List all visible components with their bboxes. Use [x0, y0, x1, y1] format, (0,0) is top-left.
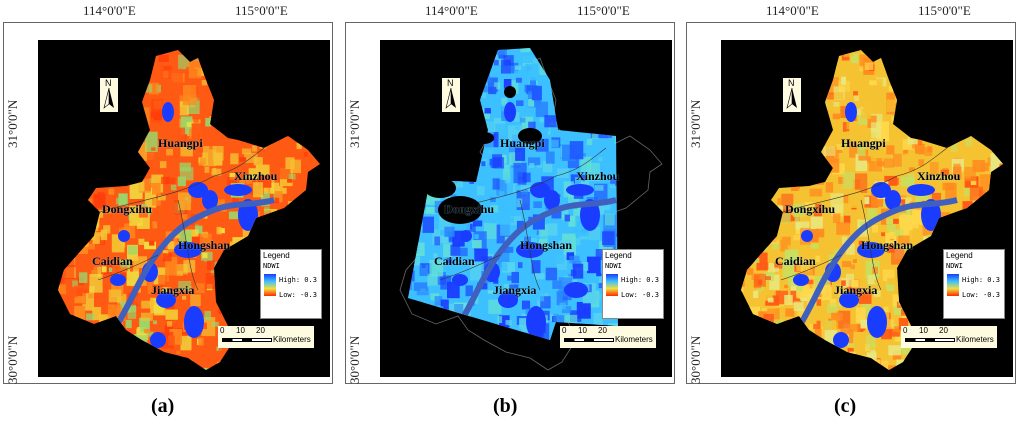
place-xinzhou: Xinzhou — [576, 169, 620, 183]
scale-numbers: 0 10 20 — [220, 326, 280, 336]
legend-low: Low: -0.3 — [279, 291, 317, 299]
place-hongshan: Hongshan — [520, 238, 573, 252]
north-arrow: N — [100, 78, 118, 112]
legend-title: Legend — [946, 251, 973, 260]
place-dongxihu: Dongxihu — [102, 202, 153, 216]
scale-20: 20 — [939, 326, 948, 335]
north-arrow-label: N — [788, 78, 795, 88]
map-panel-b: 114°0'0"E 115°0'0"E 31°0'0"N 30°0'0"N N … — [345, 0, 675, 426]
legend-name: NDWI — [605, 262, 622, 270]
legend-box: Legend NDWI High: 0.3 Low: -0.3 — [602, 249, 664, 319]
scale-numbers: 0 10 20 — [903, 326, 963, 336]
latitude-tick-30: 30°0'0"N — [5, 335, 20, 384]
place-xinzhou: Xinzhou — [917, 169, 961, 183]
place-xinzhou: Xinzhou — [234, 169, 278, 183]
place-jiangxia: Jiangxia — [493, 283, 537, 297]
map-panel-c: 114°0'0"E 115°0'0"E 31°0'0"N 30°0'0"N N … — [686, 0, 1016, 426]
legend-high: High: 0.3 — [621, 276, 659, 284]
latitude-tick-31: 31°0'0"N — [688, 99, 703, 148]
place-caidian: Caidian — [92, 254, 133, 268]
map-panel-a: 114°0'0"E 115°0'0"E 31°0'0"N 30°0'0"N N … — [3, 0, 333, 426]
longitude-tick-114: 114°0'0"E — [83, 3, 136, 18]
longitude-tick-115: 115°0'0"E — [235, 3, 288, 18]
north-arrow-icon — [786, 87, 797, 109]
legend-box: Legend NDWI High: 0.3 Low: -0.3 — [260, 249, 322, 319]
longitude-tick-115: 115°0'0"E — [577, 3, 630, 18]
legend-color-ramp — [264, 274, 276, 296]
scale-20: 20 — [598, 326, 607, 335]
scale-10: 10 — [236, 326, 245, 335]
scale-10: 10 — [919, 326, 928, 335]
panel-label: (b) — [493, 395, 518, 417]
north-arrow-icon — [103, 87, 114, 109]
scale-bar-graphic — [905, 338, 955, 342]
place-huangpi: Huangpi — [500, 136, 545, 150]
place-jiangxia: Jiangxia — [834, 283, 878, 297]
scale-bar: 0 10 20 Kilometers — [560, 326, 656, 348]
longitude-tick-115: 115°0'0"E — [918, 3, 971, 18]
legend-box: Legend NDWI High: 0.3 Low: -0.3 — [943, 249, 1005, 319]
scale-0: 0 — [220, 326, 225, 335]
scale-bar-graphic — [564, 338, 614, 342]
latitude-tick-31: 31°0'0"N — [5, 99, 20, 148]
ndwi-map: N Huangpi Xinzhou Dongxihu Hongshan Caid… — [38, 40, 330, 377]
ndwi-map: N Huangpi Xinzhou Dongxihu Hongshan Caid… — [380, 40, 672, 377]
legend-color-ramp — [606, 274, 618, 296]
scale-20: 20 — [256, 326, 265, 335]
legend-color-ramp — [947, 274, 959, 296]
longitude-tick-114: 114°0'0"E — [425, 3, 478, 18]
panel-label: (c) — [834, 395, 857, 417]
place-hongshan: Hongshan — [861, 238, 914, 252]
scale-unit: Kilometers — [615, 335, 653, 344]
ndwi-map: N Huangpi Xinzhou Dongxihu Hongshan Caid… — [721, 40, 1013, 377]
scale-bar-graphic — [222, 338, 272, 342]
latitude-tick-30: 30°0'0"N — [347, 335, 362, 384]
latitude-tick-30: 30°0'0"N — [688, 335, 703, 384]
scale-bar: 0 10 20 Kilometers — [218, 326, 314, 348]
place-dongxihu: Dongxihu — [444, 202, 495, 216]
legend-name: NDWI — [263, 262, 280, 270]
place-huangpi: Huangpi — [158, 136, 203, 150]
scale-numbers: 0 10 20 — [562, 326, 622, 336]
scale-unit: Kilometers — [273, 335, 311, 344]
legend-high: High: 0.3 — [962, 276, 1000, 284]
place-huangpi: Huangpi — [841, 136, 886, 150]
legend-title: Legend — [605, 251, 632, 260]
longitude-tick-114: 114°0'0"E — [766, 3, 819, 18]
scale-0: 0 — [562, 326, 567, 335]
place-caidian: Caidian — [775, 254, 816, 268]
place-caidian: Caidian — [434, 254, 475, 268]
latitude-tick-31: 31°0'0"N — [347, 99, 362, 148]
legend-low: Low: -0.3 — [621, 291, 659, 299]
legend-low: Low: -0.3 — [962, 291, 1000, 299]
panel-label: (a) — [151, 395, 175, 417]
legend-title: Legend — [263, 251, 290, 260]
north-arrow: N — [783, 78, 801, 112]
place-hongshan: Hongshan — [178, 238, 231, 252]
place-dongxihu: Dongxihu — [785, 202, 836, 216]
legend-high: High: 0.3 — [279, 276, 317, 284]
legend-name: NDWI — [946, 262, 963, 270]
scale-bar: 0 10 20 Kilometers — [901, 326, 997, 348]
north-arrow-label: N — [447, 78, 454, 88]
scale-0: 0 — [903, 326, 908, 335]
north-arrow-label: N — [105, 78, 112, 88]
scale-10: 10 — [578, 326, 587, 335]
scale-unit: Kilometers — [956, 335, 994, 344]
north-arrow-icon — [445, 87, 456, 109]
north-arrow: N — [442, 78, 460, 112]
place-jiangxia: Jiangxia — [151, 283, 195, 297]
